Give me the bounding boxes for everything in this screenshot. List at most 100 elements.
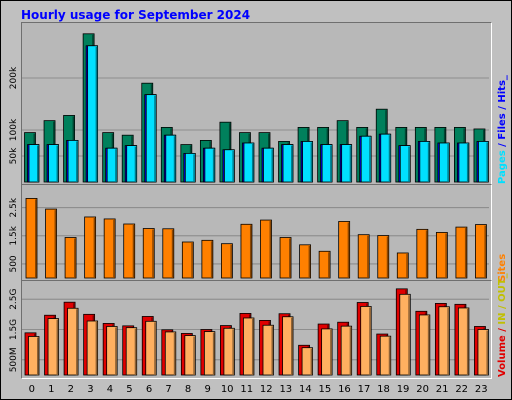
bar-sites-10-shade bbox=[230, 244, 232, 278]
bar-volume-out-7-shade bbox=[173, 332, 176, 375]
bar-hits-10 bbox=[224, 149, 235, 183]
bar-volume-out-15-shade bbox=[330, 329, 332, 375]
bar-hits-15 bbox=[321, 144, 333, 183]
bar-hits-11-shade bbox=[251, 144, 254, 182]
bar-volume-out-4-shade bbox=[115, 327, 117, 375]
bar-hits-9 bbox=[204, 147, 216, 183]
x-tick-label-8: 8 bbox=[185, 384, 191, 395]
bar-sites-14 bbox=[299, 244, 311, 279]
bar-sites-7-shade bbox=[171, 229, 174, 278]
bar-volume-out-2 bbox=[67, 307, 79, 376]
x-tick-label-7: 7 bbox=[165, 384, 171, 395]
y-tick-label-volume-2: 2.5G bbox=[9, 289, 19, 310]
bar-sites-23 bbox=[475, 224, 487, 279]
bar-volume-out-17 bbox=[360, 306, 372, 376]
x-tick-label-14: 14 bbox=[299, 384, 312, 395]
bar-sites-2 bbox=[64, 237, 77, 279]
bar-sites-22-shade bbox=[464, 228, 467, 278]
bar-sites-21-shade bbox=[445, 233, 447, 278]
bar-sites-4 bbox=[103, 218, 116, 279]
x-tick-label-3: 3 bbox=[87, 384, 93, 395]
bar-hits-9-shade bbox=[212, 149, 215, 182]
bar-volume-out-6-shade bbox=[154, 322, 156, 375]
legend-volume: Volume / IN / OUT_ bbox=[497, 273, 508, 377]
y-tick-label-sites-0: 500 bbox=[9, 255, 19, 272]
bar-sites-7 bbox=[162, 228, 175, 279]
bar-hits-23-shade bbox=[486, 142, 488, 182]
bar-hits-22-shade bbox=[466, 144, 469, 182]
bar-sites-11 bbox=[240, 223, 253, 279]
bar-volume-out-18 bbox=[379, 335, 392, 376]
x-tick-label-11: 11 bbox=[240, 384, 253, 395]
bar-hits-2 bbox=[67, 139, 79, 183]
bar-sites-11-shade bbox=[249, 225, 252, 278]
bar-hits-7-shade bbox=[173, 136, 176, 182]
bar-hits-14-shade bbox=[310, 142, 313, 182]
bar-sites-9-shade bbox=[210, 241, 213, 278]
x-tick-label-13: 13 bbox=[279, 384, 292, 395]
bar-volume-out-16-shade bbox=[349, 327, 352, 375]
bar-hits-19 bbox=[399, 145, 411, 183]
x-tick-label-21: 21 bbox=[436, 384, 449, 395]
bar-volume-out-16 bbox=[340, 325, 353, 376]
x-tick-label-2: 2 bbox=[68, 384, 74, 395]
bar-volume-out-8 bbox=[184, 335, 196, 376]
panel-sites bbox=[21, 184, 492, 282]
bar-hits-21 bbox=[438, 142, 450, 183]
bar-volume-out-11 bbox=[243, 317, 255, 376]
bar-volume-out-19-shade bbox=[408, 295, 410, 375]
bar-hits-11 bbox=[243, 142, 255, 183]
bar-hits-1 bbox=[48, 144, 59, 183]
bar-sites-15 bbox=[318, 250, 331, 279]
legend-bottom-part-5: _ bbox=[497, 273, 508, 279]
bar-volume-out-1-shade bbox=[56, 319, 59, 375]
bar-hits-6-shade bbox=[154, 95, 156, 182]
bar-sites-6-shade bbox=[152, 229, 154, 278]
bar-sites-18-shade bbox=[386, 236, 389, 278]
bar-volume-out-6 bbox=[145, 320, 157, 376]
legend-top-part-4: Hits bbox=[497, 80, 508, 103]
bar-volume-out-10-shade bbox=[232, 329, 234, 375]
bar-sites-5 bbox=[123, 223, 136, 279]
legend-bottom-part-1: / bbox=[497, 324, 508, 336]
bar-volume-out-22 bbox=[458, 307, 470, 376]
y-tick-label-sites-1: 1.5k bbox=[9, 225, 19, 245]
bar-volume-out-3 bbox=[86, 320, 99, 376]
bar-volume-out-5-shade bbox=[134, 328, 137, 375]
bar-volume-out-11-shade bbox=[251, 318, 254, 375]
legend-top-part-2: Files bbox=[497, 113, 508, 140]
bar-sites-12 bbox=[260, 219, 272, 279]
legend-pages-files-hits: Pages / Files / Hits_ bbox=[497, 75, 508, 184]
bar-volume-out-1 bbox=[47, 318, 59, 376]
bar-volume-out-13 bbox=[282, 316, 294, 376]
legend-bottom-part-4: OUT bbox=[497, 278, 508, 302]
bar-sites-13 bbox=[279, 237, 292, 279]
bar-volume-out-7 bbox=[164, 331, 177, 376]
bar-sites-21 bbox=[435, 232, 448, 279]
bar-volume-out-15 bbox=[321, 328, 333, 376]
bar-sites-15-shade bbox=[328, 252, 330, 278]
bar-hits-12-shade bbox=[271, 149, 273, 182]
y-tick-label-pages-files-hits-1: 100k bbox=[9, 118, 19, 141]
bar-hits-14 bbox=[302, 141, 313, 183]
y-tick-label-pages-files-hits-2: 200k bbox=[9, 66, 19, 89]
bar-volume-out-20-shade bbox=[427, 315, 430, 375]
bar-hits-13-shade bbox=[291, 145, 293, 182]
bar-sites-19-shade bbox=[406, 253, 408, 278]
bar-sites-16-shade bbox=[347, 222, 350, 278]
bar-sites-17 bbox=[357, 234, 370, 279]
bar-hits-6 bbox=[145, 94, 157, 183]
bar-sites-2-shade bbox=[74, 238, 76, 278]
bar-hits-17 bbox=[360, 135, 372, 183]
legend-top-part-1: / bbox=[497, 139, 508, 151]
bar-sites-6 bbox=[142, 228, 155, 279]
bar-hits-20 bbox=[419, 141, 431, 183]
bar-sites-5-shade bbox=[132, 225, 135, 278]
bar-volume-out-14 bbox=[301, 347, 313, 376]
x-tick-label-20: 20 bbox=[416, 384, 429, 395]
bar-hits-3-shade bbox=[95, 46, 98, 183]
x-tick-label-9: 9 bbox=[204, 384, 210, 395]
x-tick-label-19: 19 bbox=[397, 384, 410, 395]
